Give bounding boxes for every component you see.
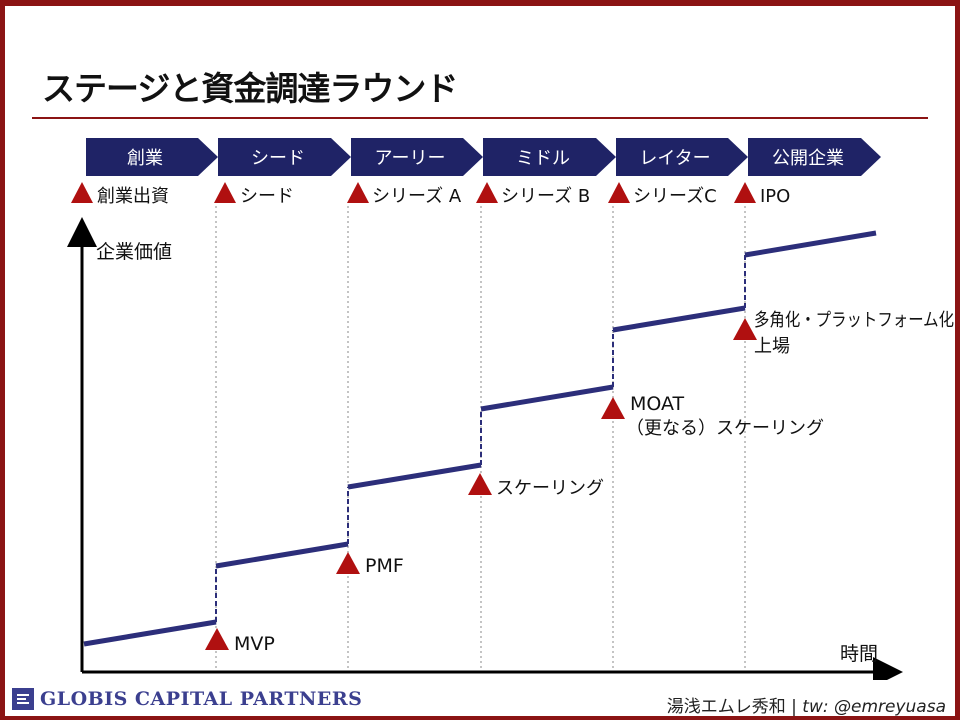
- author-credit: 湯浅エムレ秀和 | tw: @emreyuasa: [667, 692, 946, 717]
- company-logo: GLOBIS CAPITAL PARTNERS: [12, 686, 362, 712]
- author-handle: tw: @emreyuasa: [802, 697, 946, 717]
- x-axis-label: 時間: [840, 643, 878, 665]
- stage-chevron: [86, 138, 218, 176]
- round-marker-icon: [347, 182, 369, 203]
- round-marker-icon: [608, 182, 630, 203]
- y-axis-label: 企業価値: [96, 241, 172, 263]
- milestone-marker-icon: [336, 552, 360, 574]
- milestone-label: 上場: [754, 336, 790, 357]
- round-label: シード: [240, 186, 294, 207]
- valuation-line: [83, 230, 877, 647]
- title-divider: [32, 117, 928, 119]
- round-marker-icon: [71, 182, 93, 203]
- milestone-label: 多角化・プラットフォーム化: [754, 310, 954, 331]
- growth-segment: [83, 619, 217, 647]
- growth-segment: [347, 462, 482, 490]
- milestone-label: （更なる）スケーリング: [626, 418, 824, 439]
- stage-label: ミドル: [516, 148, 570, 169]
- round-label: IPO: [760, 186, 790, 207]
- slide-title: ステージと資金調達ラウンド: [42, 69, 458, 108]
- stage-label: アーリー: [375, 148, 446, 169]
- stage-label: 公開企業: [772, 148, 844, 169]
- milestone-marker-icon: [733, 318, 757, 340]
- stage-chevron: [218, 138, 351, 176]
- round-marker-icon: [476, 182, 498, 203]
- stage-label: レイター: [639, 148, 710, 169]
- stage-chevron: [351, 138, 483, 176]
- milestone-label: PMF: [365, 555, 404, 577]
- round-label: シリーズ B: [501, 186, 590, 207]
- milestone-label: スケーリング: [496, 478, 604, 499]
- round-label: シリーズ A: [372, 186, 462, 207]
- author-name: 湯浅エムレ秀和 |: [666, 697, 803, 717]
- round-marker-icon: [214, 182, 236, 203]
- stage-chevron: [483, 138, 616, 176]
- growth-segment: [612, 305, 746, 333]
- milestones: MVP PMF スケーリング MOAT （更なる）スケーリング 多角化・プラット…: [205, 310, 954, 655]
- growth-segment: [744, 230, 877, 258]
- funding-diagram: 創業 シード アーリー ミドル レイター 公開企業 創業出資 シード シリーズ …: [67, 138, 954, 680]
- round-marker-icon: [734, 182, 756, 203]
- growth-segment: [480, 384, 614, 412]
- milestone-marker-icon: [468, 473, 492, 495]
- milestone-label: MOAT: [630, 393, 685, 415]
- milestone-marker-icon: [205, 628, 229, 650]
- funding-rounds: 創業出資 シード シリーズ A シリーズ B シリーズC IPO: [71, 182, 790, 207]
- growth-segment: [215, 541, 349, 569]
- stage-label: 創業: [127, 148, 163, 169]
- milestone-label: MVP: [234, 633, 275, 655]
- stage-chevron: [616, 138, 748, 176]
- round-label: シリーズC: [633, 186, 717, 207]
- milestone-marker-icon: [601, 397, 625, 419]
- logo-mark-icon: [12, 688, 34, 710]
- round-label: 創業出資: [97, 186, 169, 207]
- logo-text: GLOBIS CAPITAL PARTNERS: [40, 688, 363, 710]
- stage-chevron: [748, 138, 881, 176]
- stage-label: シード: [251, 148, 305, 169]
- stage-chevrons: 創業 シード アーリー ミドル レイター 公開企業: [86, 138, 881, 176]
